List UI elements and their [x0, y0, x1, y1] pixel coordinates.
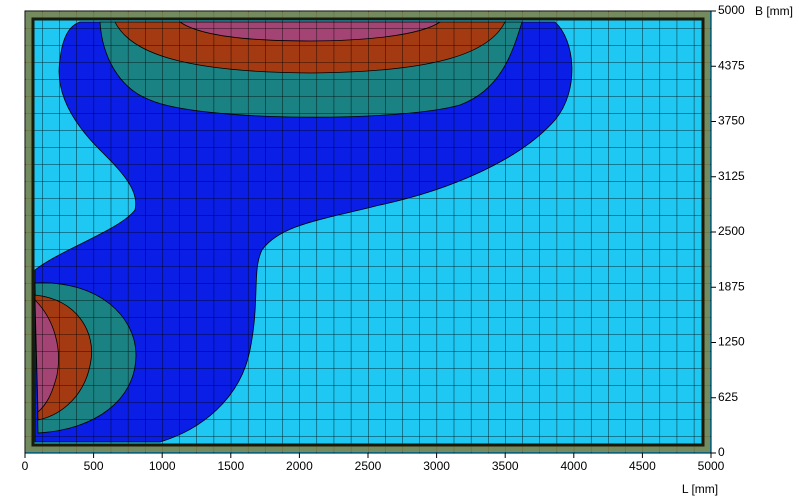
y-tick-label: 3125	[718, 169, 745, 183]
x-tick-label: 1000	[149, 459, 176, 473]
x-tick-label: 4000	[560, 459, 587, 473]
x-tick-label: 3500	[492, 459, 519, 473]
y-tick-label: 2500	[718, 224, 745, 238]
x-tick-label: 1500	[217, 459, 244, 473]
y-tick-label: 1875	[718, 279, 745, 293]
y-axis-label: B [mm]	[755, 4, 793, 18]
contour-field	[25, 11, 711, 453]
x-tick-label: 2500	[355, 459, 382, 473]
y-tick-label: 1250	[718, 335, 745, 349]
mesh	[25, 11, 711, 453]
y-tick-label: 625	[718, 390, 738, 404]
x-tick-label: 2000	[286, 459, 313, 473]
y-tick-label: 5000	[718, 3, 745, 17]
x-tick-label: 4500	[629, 459, 656, 473]
x-tick-label: 5000	[698, 459, 725, 473]
x-tick-label: 0	[22, 459, 29, 473]
edge-line	[31, 17, 705, 447]
y-tick-label: 4375	[718, 58, 745, 72]
x-tick-label: 3000	[423, 459, 450, 473]
x-tick-label: 500	[84, 459, 104, 473]
x-axis-label: L [mm]	[682, 482, 718, 496]
y-tick-label: 3750	[718, 114, 745, 128]
edge-band	[26, 12, 710, 452]
y-tick-label: 0	[718, 445, 725, 459]
